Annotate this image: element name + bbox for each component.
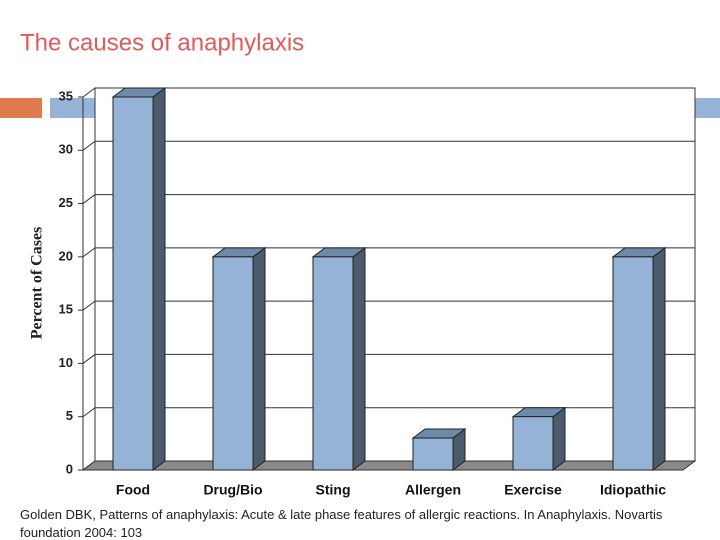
floor — [81, 460, 697, 471]
grid-diagonal — [82, 140, 96, 151]
footnote: Golden DBK, Patterns of anaphylaxis: Acu… — [20, 507, 663, 540]
y-axis-label: Percent of Cases — [29, 227, 46, 340]
bar-side — [652, 246, 666, 471]
back-wall — [94, 87, 696, 462]
y-tick-label: 30 — [59, 142, 73, 157]
x-tick-label: Exercise — [504, 482, 562, 498]
x-tick-label: Idiopathic — [600, 482, 666, 498]
bar — [112, 96, 154, 471]
x-tick-label: Food — [116, 482, 150, 498]
y-tick-label: 35 — [59, 88, 73, 103]
bar — [512, 416, 554, 471]
y-tick-label: 10 — [59, 355, 73, 370]
y-tick-label: 15 — [59, 302, 73, 317]
grid-diagonal — [82, 247, 96, 258]
chart-title: The causes of anaphylaxis — [20, 29, 304, 56]
y-tick-label: 5 — [66, 408, 73, 423]
bar — [312, 256, 354, 471]
bar — [212, 256, 254, 471]
grid-diagonal — [82, 354, 96, 364]
chart: The causes of anaphylaxis Percent of Cas… — [0, 29, 720, 498]
bar — [612, 256, 654, 471]
y-tick-label: 0 — [66, 461, 73, 476]
grid-diagonal — [82, 300, 96, 311]
bar-side — [152, 87, 166, 471]
bar — [412, 437, 454, 471]
x-tick-label: Drug/Bio — [203, 482, 262, 498]
grid-diagonal — [82, 87, 96, 98]
y-tick-label: 20 — [59, 248, 73, 263]
grid-diagonal — [82, 194, 96, 204]
grid-diagonal — [82, 407, 96, 418]
bar-side — [352, 246, 366, 471]
bar-side — [252, 246, 266, 471]
accent-block — [0, 98, 42, 118]
x-tick-label: Sting — [316, 482, 351, 498]
bar-side — [552, 406, 566, 471]
y-tick-label: 25 — [59, 195, 73, 210]
x-tick-label: Allergen — [405, 482, 461, 498]
